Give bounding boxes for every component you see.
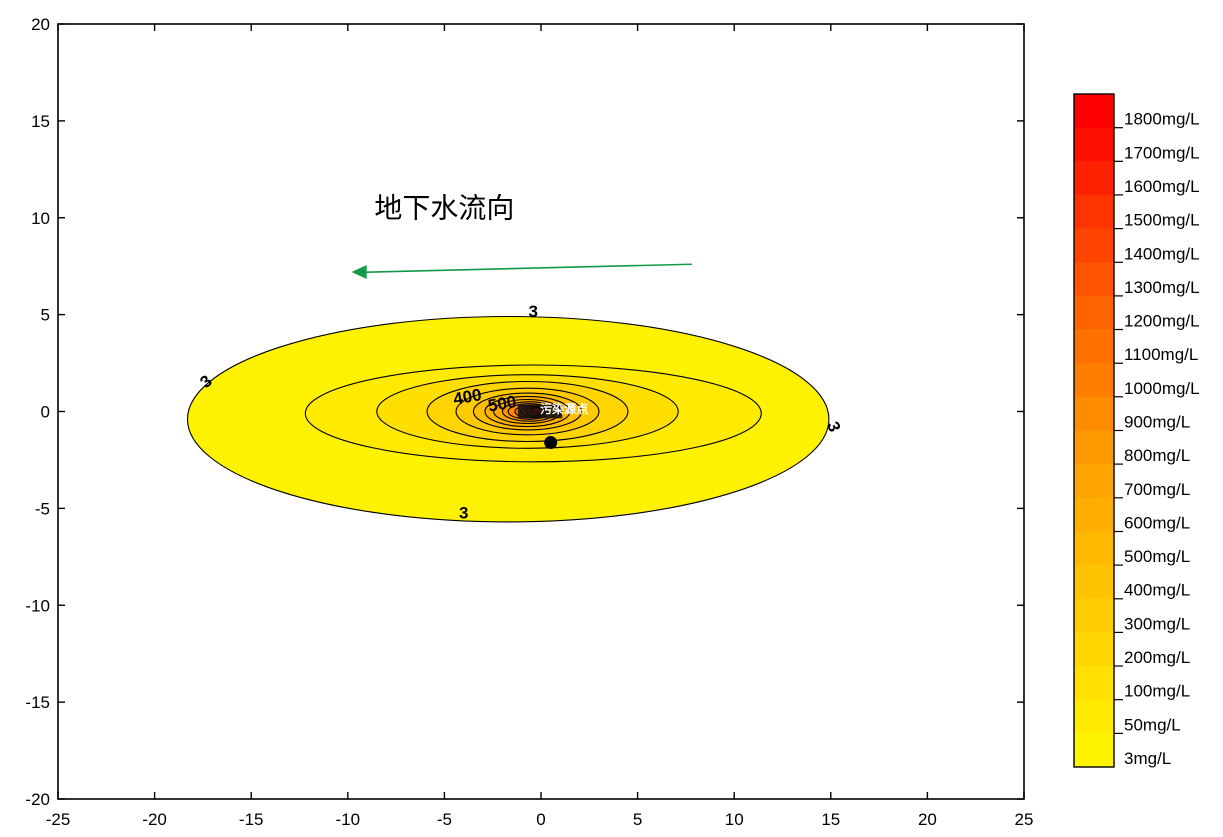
legend-swatch: [1074, 632, 1114, 667]
legend-label: 600mg/L: [1124, 513, 1190, 532]
y-tick-label: 20: [31, 15, 50, 34]
legend-swatch: [1074, 733, 1114, 768]
flow-arrow-shaft: [361, 263, 692, 274]
contour-fill-layer: [186, 315, 830, 523]
contour-label-400: 400: [452, 385, 483, 409]
x-tick-label: -25: [46, 810, 71, 829]
x-tick-label: -15: [239, 810, 264, 829]
legend-label: 1200mg/L: [1124, 312, 1200, 331]
y-tick-label: -20: [25, 790, 50, 809]
legend-swatch: [1074, 497, 1114, 532]
legend-swatch: [1074, 161, 1114, 196]
y-tick-label: -15: [25, 693, 50, 712]
contour-line-layer: [517, 404, 563, 419]
legend-label: 1400mg/L: [1124, 244, 1200, 263]
contour-core-dense: [517, 404, 563, 419]
axis-ticks: -25 -20 -15 -10 -5 0 5 10 15 20 25-20-15-10-505101…: [25, 15, 1033, 829]
legend-swatch: [1074, 363, 1114, 398]
x-tick-label: -10: [336, 810, 361, 829]
y-tick-label: -10: [25, 596, 50, 615]
legend-label: 50mg/L: [1124, 715, 1181, 734]
legend-swatch: [1074, 464, 1114, 499]
x-tick-label: 10: [725, 810, 744, 829]
legend-label: 400mg/L: [1124, 581, 1190, 600]
x-tick-label: 0: [536, 810, 545, 829]
y-tick-label: 5: [41, 306, 50, 325]
x-tick-label: 5: [633, 810, 642, 829]
legend-label: 100mg/L: [1124, 682, 1190, 701]
legend-swatch: [1074, 262, 1114, 297]
legend-swatch: [1074, 666, 1114, 701]
y-tick-label: -5: [35, 499, 50, 518]
legend-label: 700mg/L: [1124, 480, 1190, 499]
legend-label: 1100mg/L: [1124, 345, 1198, 364]
legend-swatch: [1074, 531, 1114, 566]
y-tick-label: 10: [31, 209, 50, 228]
legend-swatch: [1074, 598, 1114, 633]
y-tick-label: 15: [31, 112, 50, 131]
legend-label: 1000mg/L: [1124, 379, 1200, 398]
legend-label: 900mg/L: [1124, 413, 1190, 432]
legend-swatch: [1074, 329, 1114, 364]
legend-swatch: [1074, 396, 1114, 431]
legend-swatch: [1074, 430, 1114, 465]
x-tick-label: 25: [1015, 810, 1034, 829]
legend-swatch: [1074, 194, 1114, 229]
legend-swatch: [1074, 295, 1114, 330]
contour-label-3: 3: [459, 504, 468, 523]
y-tick-label: 0: [41, 403, 50, 422]
legend-label: 300mg/L: [1124, 614, 1190, 633]
x-tick-label: 15: [821, 810, 840, 829]
flow-arrow-head: [351, 265, 367, 279]
legend-label: 800mg/L: [1124, 446, 1190, 465]
source-marker: [544, 436, 558, 449]
x-tick-label: 20: [918, 810, 937, 829]
flow-direction-label: 地下水流向: [374, 192, 514, 225]
legend-label: 1500mg/L: [1124, 211, 1200, 230]
legend-swatch: [1074, 228, 1114, 263]
legend-swatch: [1074, 127, 1114, 162]
x-tick-label: -5: [437, 810, 452, 829]
x-tick-label: -20: [142, 810, 167, 829]
legend-label: 1700mg/L: [1124, 143, 1200, 162]
legend-label: 200mg/L: [1124, 648, 1190, 667]
legend-label: 500mg/L: [1124, 547, 1190, 566]
colorbar-legend: 1800mg/L 1700mg/L 1600mg/L 1500mg/L 1400mg/L…: [1073, 93, 1200, 768]
contour-label-3: 3: [529, 302, 538, 321]
legend-label: 1800mg/L: [1124, 110, 1200, 129]
legend-label: 3mg/L: [1124, 749, 1171, 768]
legend-label: 1600mg/L: [1124, 177, 1200, 196]
legend-swatch: [1074, 565, 1114, 600]
legend-label: 1300mg/L: [1124, 278, 1200, 297]
legend-swatch: [1074, 94, 1114, 129]
pollution-source-label: 污染源点: [540, 401, 588, 416]
legend-swatch: [1074, 699, 1114, 734]
contour-label-500: 500: [487, 392, 518, 416]
